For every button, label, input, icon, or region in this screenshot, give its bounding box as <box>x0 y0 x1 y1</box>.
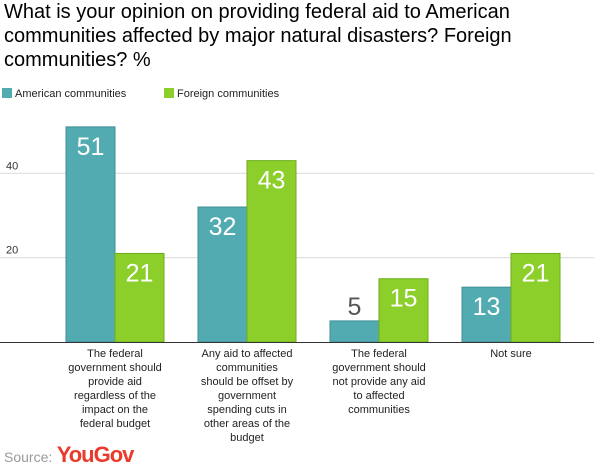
bar-foreign-3 <box>510 252 561 343</box>
bar-foreign-0 <box>114 252 165 343</box>
category-label-line: impact on the <box>82 404 148 416</box>
data-label-foreign-3: 21 <box>522 259 550 287</box>
category-label-line: government should <box>332 362 426 374</box>
category-label-line: not provide any aid <box>333 376 426 388</box>
legend-swatch-american <box>2 88 12 98</box>
bar-foreign-1 <box>246 160 297 343</box>
bar-american-2 <box>329 320 380 343</box>
legend-item-foreign: Foreign communities <box>164 88 279 100</box>
yougov-logo: YouGov <box>56 442 135 467</box>
data-label-foreign-0: 21 <box>126 259 154 287</box>
category-label-line: communities <box>348 404 410 416</box>
category-label-line: The federal <box>351 348 407 360</box>
category-label-line: should be offset by <box>201 376 294 388</box>
bar-american-3 <box>461 286 512 343</box>
category-label-line: The federal <box>87 348 143 360</box>
category-label-line: other areas of the <box>204 418 290 430</box>
legend-item-american: American communities <box>2 88 126 100</box>
category-label-line: Not sure <box>490 348 532 360</box>
category-label-line: to affected <box>353 390 404 402</box>
category-label-2: The federal government should not provide … <box>332 348 426 416</box>
data-label-american-1: 32 <box>209 213 237 241</box>
category-label-0: The federal government should provide aid r… <box>68 348 162 430</box>
category-label-line: spending cuts in <box>207 404 287 416</box>
category-label-line: government should <box>68 362 162 374</box>
legend-label-american: American communities <box>15 88 127 100</box>
y-tick-label-40: 40 <box>6 160 18 172</box>
chart-title: What is your opinion on providing federa… <box>4 1 512 71</box>
y-tick-label-20: 20 <box>6 245 18 257</box>
data-label-american-3: 13 <box>473 293 501 321</box>
source-line: Source: YouGov <box>4 442 135 468</box>
legend-label-foreign: Foreign communities <box>177 88 280 100</box>
data-label-american-2: 5 <box>348 293 362 321</box>
data-label-foreign-1: 43 <box>258 167 286 195</box>
data-label-american-0: 51 <box>77 133 105 161</box>
data-label-foreign-2: 15 <box>390 285 418 313</box>
category-label-line: government <box>218 390 276 402</box>
legend-swatch-foreign <box>164 88 174 98</box>
source-label: Source: <box>4 449 53 465</box>
category-label-line: communities <box>216 362 278 374</box>
category-label-line: regardless of the <box>74 390 156 402</box>
category-label-line: Any aid to affected <box>202 348 293 360</box>
bar-foreign-2 <box>378 278 429 343</box>
category-label-3: Not sure <box>490 348 532 360</box>
category-label-line: federal budget <box>80 418 150 430</box>
category-label-1: Any aid to affected communities should be … <box>201 348 294 444</box>
bar-american-0 <box>65 126 116 343</box>
category-label-line: provide aid <box>88 376 142 388</box>
category-label-line: budget <box>230 432 264 444</box>
